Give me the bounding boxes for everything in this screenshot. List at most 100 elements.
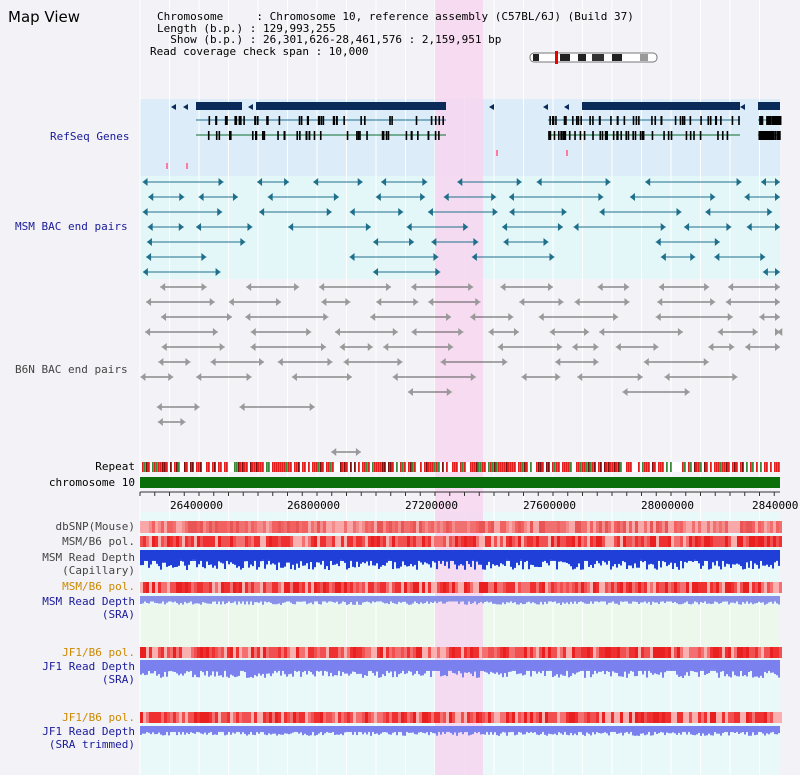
- repeat-element: [582, 462, 584, 472]
- bac-end-right: [543, 238, 549, 246]
- heat-cell: [398, 647, 401, 658]
- axis-tick-label: 26400000: [170, 499, 223, 512]
- heat-cell: [389, 582, 392, 593]
- heat-cell: [734, 647, 737, 658]
- heat-cell: [560, 536, 563, 547]
- depth-bar: [286, 596, 288, 602]
- depth-bar: [724, 596, 726, 602]
- exon: [575, 116, 578, 125]
- repeat-element: [298, 462, 300, 472]
- depth-bar: [278, 596, 280, 604]
- depth-bar: [526, 596, 528, 603]
- depth-bar: [248, 660, 250, 678]
- heat-cell: [587, 712, 590, 723]
- depth-bar: [652, 726, 654, 736]
- depth-bar: [682, 550, 684, 569]
- bac-end-left: [313, 178, 319, 186]
- depth-bar: [518, 660, 520, 674]
- heat-cell: [272, 712, 275, 723]
- bac-end-left: [503, 238, 509, 246]
- depth-bar: [740, 596, 742, 605]
- bac-end-right: [392, 328, 398, 336]
- depth-bar: [210, 660, 212, 676]
- heat-cell: [584, 647, 587, 658]
- depth-bar: [652, 550, 654, 565]
- heat-cell: [476, 536, 479, 547]
- heat-cell: [590, 536, 593, 547]
- heat-cell: [170, 582, 173, 593]
- bac-end-left: [321, 298, 327, 306]
- depth-bar: [238, 596, 240, 602]
- heat-tracks: [140, 521, 782, 723]
- repeat-element: [482, 462, 484, 472]
- depth-bar: [648, 660, 650, 670]
- depth-bar: [420, 550, 422, 563]
- depth-bar: [566, 726, 568, 735]
- exon: [768, 116, 770, 125]
- exon: [262, 131, 264, 140]
- depth-bar: [252, 726, 254, 735]
- bac-end-left: [196, 223, 202, 231]
- heat-cell: [620, 647, 623, 658]
- exon: [411, 131, 413, 140]
- depth-bar: [406, 726, 408, 732]
- bac-end-right: [306, 328, 312, 336]
- heat-cell: [194, 536, 197, 547]
- depth-bar: [312, 596, 314, 605]
- depth-bar: [310, 596, 312, 603]
- depth-bar: [566, 550, 568, 564]
- heat-cell: [299, 536, 302, 547]
- bac-end-left: [664, 373, 670, 381]
- depth-bar: [282, 660, 284, 671]
- depth-bar: [530, 550, 532, 565]
- label-msm-bac[interactable]: MSM BAC end pairs: [15, 220, 128, 233]
- heat-cell: [635, 521, 638, 533]
- depth-bar: [460, 726, 462, 732]
- chromosome-ideogram[interactable]: [529, 51, 658, 64]
- depth-bar: [620, 596, 622, 601]
- repeat-element: [506, 462, 508, 472]
- depth-bar: [336, 660, 338, 676]
- depth-bar: [616, 596, 618, 604]
- exon: [685, 131, 688, 140]
- depth-bar: [286, 726, 288, 734]
- heat-cell: [155, 521, 158, 533]
- depth-bar: [570, 726, 572, 733]
- heat-cell: [779, 647, 782, 658]
- depth-bar: [372, 550, 374, 566]
- repeat-element: [472, 462, 474, 472]
- depth-bar: [656, 550, 658, 570]
- bac-end-right: [355, 448, 361, 456]
- depth-bar: [442, 550, 444, 561]
- heat-cell: [740, 712, 743, 723]
- depth-bar: [722, 726, 724, 734]
- heat-cell: [614, 536, 617, 547]
- heat-cell: [422, 521, 425, 533]
- bac-end-left: [245, 313, 251, 321]
- label-refseq-genes[interactable]: RefSeq Genes: [50, 130, 130, 143]
- heat-cell: [182, 536, 185, 547]
- heat-cell: [161, 521, 164, 533]
- heat-cell: [239, 582, 242, 593]
- depth-bar: [664, 596, 666, 604]
- heat-cell: [233, 536, 236, 547]
- heat-cell: [737, 536, 740, 547]
- depth-bar: [218, 596, 220, 602]
- depth-bar: [458, 726, 460, 733]
- depth-bar: [362, 660, 364, 678]
- heat-cell: [761, 712, 764, 723]
- label-jf1-depth-sra-1: JF1 Read Depth: [42, 660, 135, 673]
- depth-bar: [376, 726, 378, 734]
- heat-cell: [152, 582, 155, 593]
- repeat-element: [502, 462, 504, 472]
- heat-cell: [758, 521, 761, 533]
- gene-block: [256, 102, 446, 110]
- label-msm-depth-sra-2: (SRA): [101, 608, 135, 621]
- repeat-element: [152, 462, 154, 472]
- depth-bar: [314, 596, 316, 601]
- label-b6n-bac[interactable]: B6N BAC end pairs: [15, 363, 128, 376]
- depth-bar: [752, 726, 754, 733]
- depth-bar: [514, 726, 516, 736]
- depth-bar: [192, 596, 194, 605]
